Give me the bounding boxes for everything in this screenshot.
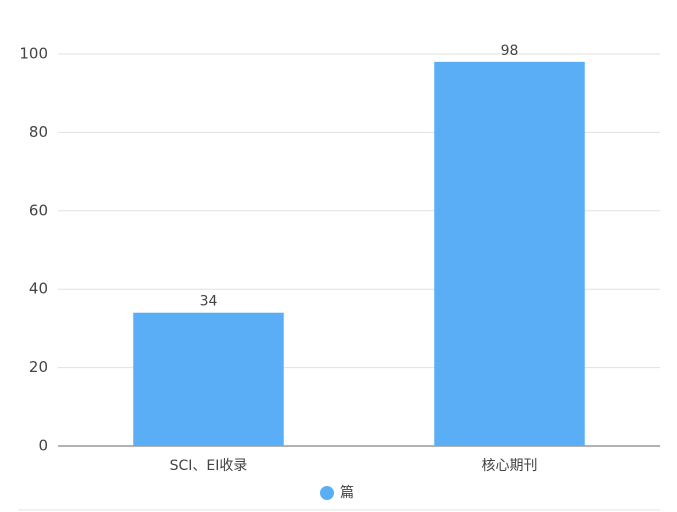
y-tick-label: 40 <box>29 280 48 298</box>
bar <box>133 312 284 446</box>
legend-label: 篇 <box>340 485 354 501</box>
data-label: 98 <box>501 43 519 59</box>
data-label: 34 <box>200 294 218 310</box>
x-tick-label: 核心期刊 <box>482 458 538 474</box>
x-tick-label: SCI、EI收录 <box>170 458 248 474</box>
bar <box>434 61 585 447</box>
legend-marker <box>320 486 334 500</box>
y-tick-label: 0 <box>38 437 48 455</box>
y-tick-label: 80 <box>29 123 48 141</box>
y-tick-label: 100 <box>19 45 48 63</box>
y-tick-label: 60 <box>29 201 48 219</box>
y-tick-label: 20 <box>29 358 48 376</box>
